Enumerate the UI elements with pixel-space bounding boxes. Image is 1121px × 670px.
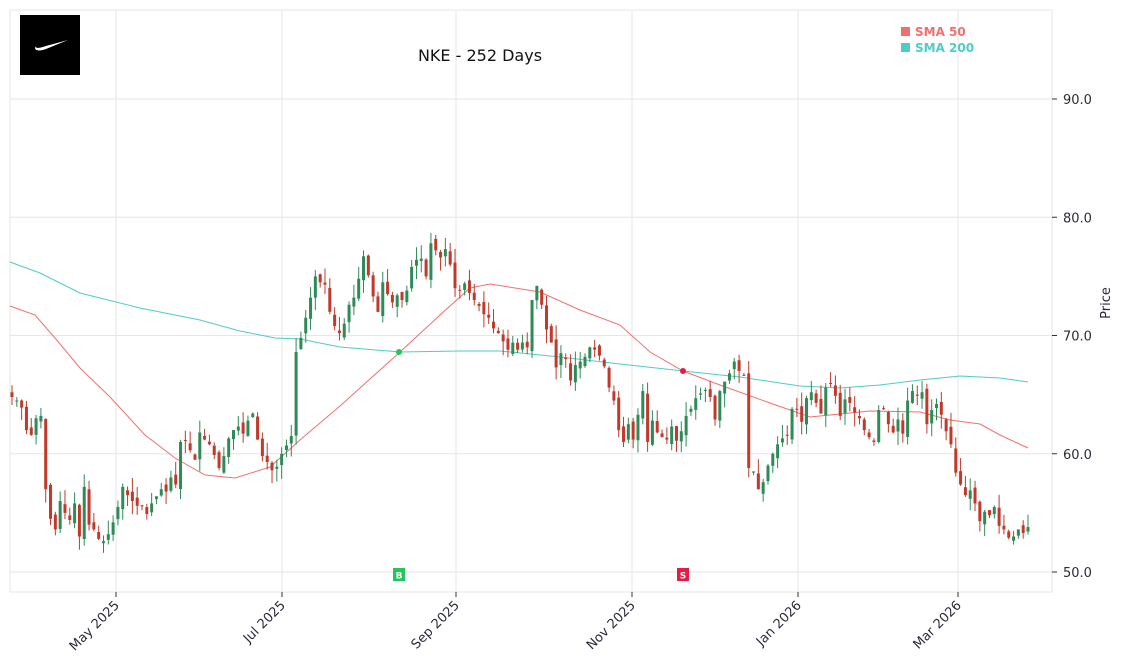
y-axis: 50.0 60.0 70.0 80.0 90.0 (1052, 93, 1092, 581)
legend: SMA 50 SMA 200 (901, 25, 974, 55)
x-axis: May 2025 Jul 2025 Sep 2025 Nov 2025 Jan 2026… (67, 592, 965, 654)
legend-label-sma50: SMA 50 (915, 25, 966, 39)
buy-cross-dot (396, 349, 402, 355)
chart-title: NKE - 252 Days (418, 46, 542, 65)
sma-200-line (9, 261, 1029, 389)
sell-signal-marker (677, 568, 689, 581)
x-tick-label: Mar 2026 (911, 598, 965, 652)
nike-logo (20, 15, 80, 75)
sell-cross-dot (680, 368, 686, 374)
x-tick-label: Sep 2025 (409, 598, 463, 652)
y-axis-label: Price (1099, 287, 1114, 319)
y-tick-label: 60.0 (1063, 448, 1092, 463)
sell-signal-label: S (680, 572, 686, 582)
candles (10, 232, 1030, 553)
x-tick-label: May 2025 (67, 598, 123, 654)
x-tick-label: Jul 2025 (240, 598, 289, 647)
legend-swatch-sma50 (901, 27, 910, 36)
swoosh-icon (35, 40, 68, 51)
y-tick-label: 90.0 (1063, 93, 1092, 108)
legend-swatch-sma200 (901, 43, 910, 52)
x-tick-label: Nov 2025 (584, 598, 639, 653)
legend-label-sma200: SMA 200 (915, 41, 974, 55)
y-tick-label: 80.0 (1063, 211, 1092, 226)
gridlines (10, 10, 1052, 592)
buy-signal-marker (393, 568, 405, 581)
y-tick-label: 70.0 (1063, 330, 1092, 345)
sma-50-line (9, 283, 1029, 479)
y-tick-label: 50.0 (1063, 566, 1092, 581)
buy-signal-label: B (396, 572, 403, 582)
x-tick-label: Jan 2026 (753, 598, 805, 650)
